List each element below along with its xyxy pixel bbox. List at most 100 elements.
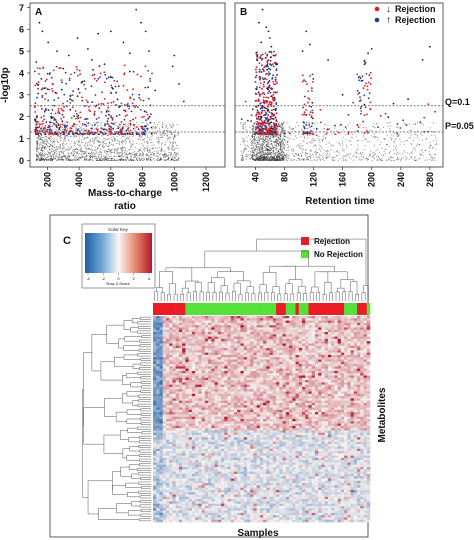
noise-point: [416, 130, 419, 132]
data-point: [173, 54, 176, 57]
panel-b-xlabel: Retention time: [305, 196, 375, 207]
noise-point: [306, 157, 308, 159]
significant-point: [259, 82, 262, 84]
noise-point: [175, 134, 177, 136]
noise-point: [281, 143, 283, 146]
significant-point: [74, 132, 77, 135]
noise-point: [288, 126, 290, 128]
noise-point: [420, 149, 422, 152]
data-point: [122, 41, 125, 44]
noise-point: [261, 146, 263, 148]
significant-point: [83, 83, 85, 86]
noise-point: [242, 158, 244, 160]
significant-point: [35, 82, 38, 85]
significant-point: [41, 130, 44, 132]
noise-point: [97, 140, 100, 142]
noise-point: [331, 130, 333, 132]
significant-point: [93, 124, 96, 126]
noise-point: [309, 153, 311, 155]
noise-point: [90, 155, 92, 157]
significant-point: [367, 81, 370, 84]
noise-point: [308, 121, 310, 123]
noise-point: [272, 145, 274, 147]
significant-point: [149, 121, 152, 124]
noise-point: [349, 122, 351, 124]
noise-point: [278, 151, 280, 153]
noise-point: [95, 158, 97, 160]
noise-point: [349, 130, 351, 132]
noise-point: [273, 156, 276, 158]
noise-point: [341, 142, 343, 145]
significant-point: [34, 111, 37, 113]
significant-point: [45, 108, 48, 111]
noise-point: [92, 157, 94, 159]
significant-point: [396, 123, 399, 125]
noise-point: [38, 155, 40, 157]
noise-point: [267, 136, 269, 138]
noise-point: [38, 122, 40, 124]
noise-point: [124, 152, 126, 154]
noise-point: [51, 147, 53, 149]
noise-point: [92, 159, 94, 161]
noise-point: [158, 158, 160, 160]
noise-point: [159, 134, 161, 136]
significant-point: [130, 110, 133, 113]
significant-point: [264, 125, 267, 128]
noise-point: [161, 142, 163, 144]
significant-point: [402, 119, 404, 122]
noise-point: [255, 148, 257, 150]
noise-point: [278, 157, 280, 159]
noise-point: [124, 151, 126, 153]
noise-point: [374, 137, 376, 139]
noise-point: [80, 128, 83, 130]
significant-point: [97, 103, 100, 106]
noise-point: [378, 159, 381, 161]
noise-point: [55, 128, 57, 130]
noise-point: [316, 152, 318, 154]
noise-point: [59, 148, 61, 150]
noise-point: [53, 139, 55, 141]
noise-point: [365, 158, 367, 160]
noise-point: [98, 156, 100, 158]
significant-point: [267, 87, 269, 89]
noise-point: [392, 135, 394, 137]
significant-point: [61, 109, 64, 112]
noise-point: [267, 143, 269, 145]
noise-point: [358, 159, 360, 161]
a-ytick-label: 7: [19, 3, 24, 13]
noise-point: [149, 155, 151, 157]
noise-point: [97, 124, 99, 126]
noise-point: [53, 140, 55, 142]
noise-point: [128, 123, 130, 125]
significant-point: [143, 110, 146, 113]
noise-point: [311, 132, 313, 134]
noise-point: [267, 142, 269, 144]
significant-point: [265, 100, 267, 103]
noise-point: [150, 156, 152, 158]
significant-point: [37, 83, 40, 86]
noise-point: [293, 148, 295, 150]
noise-point: [249, 157, 251, 159]
noise-point: [371, 151, 373, 153]
noise-point: [95, 151, 97, 153]
significant-point: [41, 108, 43, 110]
noise-point: [47, 136, 49, 138]
significant-point: [59, 67, 62, 70]
noise-point: [254, 149, 256, 151]
significant-point: [131, 133, 134, 135]
noise-point: [409, 136, 412, 138]
noise-point: [117, 153, 119, 155]
noise-point: [255, 150, 257, 152]
noise-point: [73, 148, 76, 151]
significant-point: [62, 116, 65, 118]
noise-point: [173, 136, 175, 138]
noise-point: [66, 134, 68, 136]
noise-point: [174, 129, 176, 131]
noise-point: [45, 148, 47, 150]
noise-point: [318, 139, 320, 141]
noise-point: [138, 143, 140, 145]
noise-point: [317, 159, 319, 161]
noise-point: [128, 124, 130, 126]
noise-point: [389, 156, 391, 158]
noise-point: [50, 158, 52, 160]
